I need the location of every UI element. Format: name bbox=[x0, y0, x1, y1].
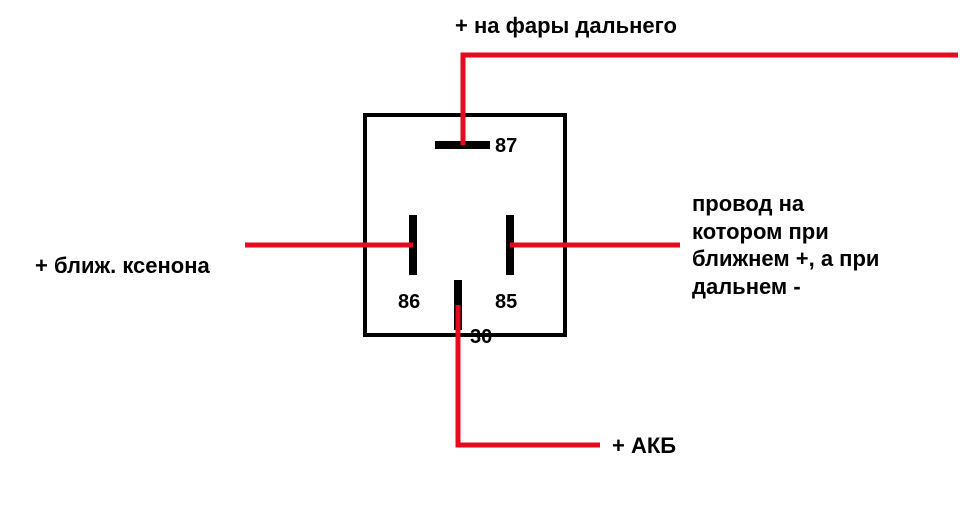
label-bottom: + АКБ bbox=[612, 432, 676, 460]
pin-label-87: 87 bbox=[495, 134, 517, 159]
relay-diagram: + на фары дальнего + ближ. ксенона прово… bbox=[0, 0, 960, 508]
pin-label-85: 85 bbox=[495, 290, 517, 315]
pin-label-86: 86 bbox=[398, 290, 420, 315]
pin-label-30: 30 bbox=[470, 325, 492, 350]
label-right: провод на котором при ближнем +, а при д… bbox=[692, 190, 879, 300]
wire-to-87 bbox=[463, 55, 958, 145]
label-left: + ближ. ксенона bbox=[35, 252, 210, 280]
label-top: + на фары дальнего bbox=[455, 12, 677, 40]
